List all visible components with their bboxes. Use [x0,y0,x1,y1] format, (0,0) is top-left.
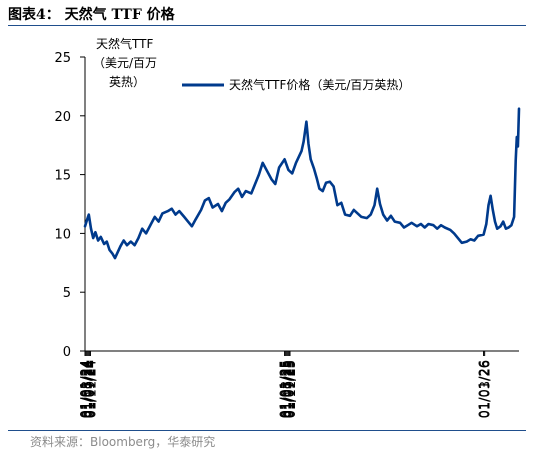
x-tick-label: 01/11/25 [284,360,299,418]
ttf-price-line [83,107,521,260]
y-tick-label: 25 [54,51,71,66]
y-tick-label: 20 [54,110,71,125]
x-tick-label: 01/07/25 [282,360,297,418]
x-tick-label: 01/09/25 [283,360,298,418]
legend-label: 天然气TTF价格（美元/百万英热） [229,77,410,92]
x-tick-label: 01/05/25 [281,360,296,418]
y-unit-label-line: 英热） [109,75,145,89]
footer-rule [8,430,526,431]
x-tick-label: 01/01/25 [279,360,294,418]
y-unit-label-line: 天然气TTF [96,36,153,51]
source-note: 资料来源：Bloomberg，华泰研究 [30,435,216,449]
y-tick-label: 0 [63,345,71,360]
y-unit-label-line: （美元/百万 [93,56,157,70]
x-tick-label: 01/11/24 [84,360,99,418]
x-tick-label: 01/03/26 [479,360,494,418]
x-tick-label: 01/05/24 [81,360,96,418]
chart-title: 图表4： 天然气 TTF 价格 [8,7,175,23]
x-tick-label: 01/01/24 [79,360,94,418]
y-tick-label: 15 [54,169,71,184]
x-tick-label: 01/03/25 [280,360,295,418]
x-tick-label: 01/09/24 [83,360,98,418]
plot-area [83,107,521,260]
x-tick-label: 01/03/24 [80,360,95,418]
legend: 天然气TTF价格（美元/百万英热） [182,77,410,92]
x-tick-label: 01/01/26 [478,360,493,418]
y-unit-label: 天然气TTF （美元/百万英热） [93,36,157,89]
y-tick-label: 5 [63,286,71,301]
y-tick-label: 10 [54,227,71,242]
title-rule [8,25,526,26]
y-axis: 0 5 10 15 20 25 [54,51,86,360]
x-axis: 01/01/2401/03/2401/05/2401/07/2401/09/24… [79,350,519,418]
x-tick-label: 01/07/24 [82,360,97,418]
